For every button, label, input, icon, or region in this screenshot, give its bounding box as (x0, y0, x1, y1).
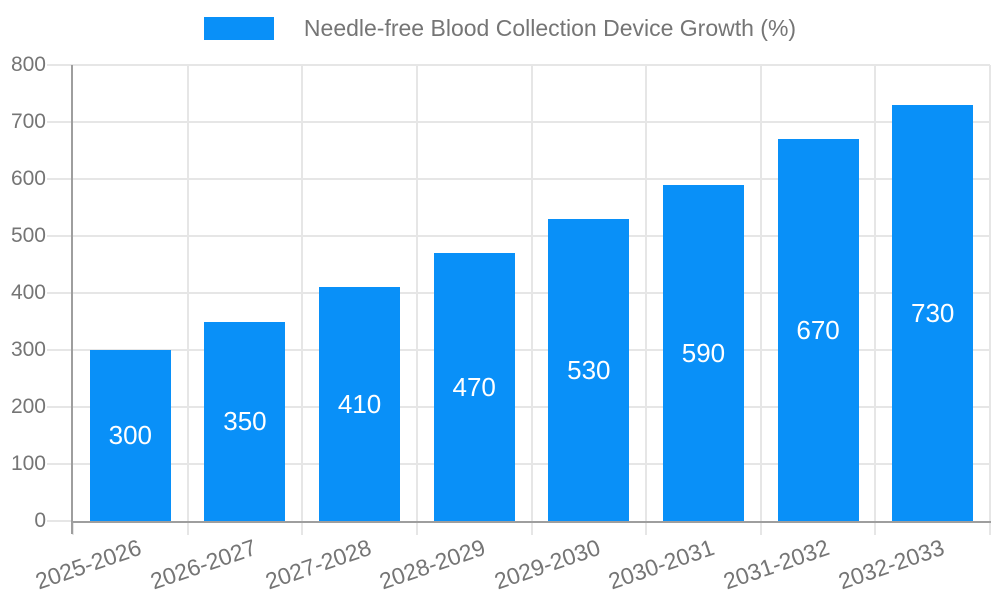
bar-value-label: 470 (452, 371, 496, 402)
x-axis-tick (72, 523, 74, 535)
gridline-vertical (989, 65, 991, 521)
x-axis-tick (989, 523, 991, 535)
bar-value-label: 730 (910, 297, 955, 328)
x-axis-tick (186, 523, 189, 535)
legend: Needle-free Blood Collection Device Grow… (0, 15, 1000, 42)
x-tick-label: 2028-2029 (376, 534, 489, 595)
y-axis-tick (47, 121, 73, 123)
bar[interactable]: 410 (319, 287, 401, 521)
y-tick-label: 0 (34, 509, 46, 532)
y-tick-label: 700 (10, 110, 46, 133)
bar-value-label: 300 (108, 420, 152, 451)
gridline-vertical (415, 65, 418, 521)
bar[interactable]: 300 (89, 350, 171, 521)
gridline-vertical (301, 65, 304, 521)
y-axis-tick (47, 406, 73, 408)
y-tick-label: 200 (10, 395, 46, 418)
x-axis-tick (415, 523, 418, 535)
gridline-vertical (759, 65, 762, 521)
legend-label: Needle-free Blood Collection Device Grow… (303, 15, 797, 41)
bar-value-label: 350 (223, 405, 267, 436)
gridline-vertical (186, 65, 189, 521)
y-tick-label: 400 (10, 281, 46, 304)
bar[interactable]: 670 (777, 139, 859, 521)
y-tick-label: 800 (10, 53, 46, 76)
y-tick-label: 500 (10, 224, 46, 247)
bar[interactable]: 590 (662, 184, 744, 521)
x-axis-line (71, 521, 991, 523)
gridline-vertical (645, 65, 648, 521)
x-axis-tick (301, 523, 304, 535)
gridline-vertical (530, 65, 533, 521)
y-axis-tick (47, 463, 73, 465)
y-axis-tick (47, 292, 73, 294)
y-axis-tick (47, 64, 73, 66)
x-axis-tick (874, 523, 877, 535)
y-axis-tick (47, 349, 73, 351)
bar[interactable]: 730 (892, 104, 974, 521)
bar[interactable]: 470 (433, 253, 515, 521)
x-axis-tick (759, 523, 762, 535)
x-axis-tick (530, 523, 533, 535)
bar-value-label: 410 (337, 388, 382, 419)
x-tick-label: 2029-2030 (490, 534, 604, 595)
x-tick-label: 2030-2031 (605, 534, 718, 595)
y-tick-label: 100 (10, 452, 46, 475)
y-axis-line (71, 65, 73, 534)
y-tick-label: 600 (10, 167, 46, 190)
y-tick-label: 300 (10, 338, 46, 361)
y-axis-tick (47, 520, 73, 522)
x-tick-label: 2031-2032 (720, 534, 833, 595)
x-axis-tick (645, 523, 648, 535)
y-axis-tick (47, 235, 73, 237)
x-tick-label: 2025-2026 (32, 534, 145, 595)
x-tick-label: 2032-2033 (834, 534, 948, 595)
bar[interactable]: 350 (204, 321, 286, 521)
y-axis-tick (47, 178, 73, 180)
bar-value-label: 590 (681, 337, 726, 368)
x-tick-label: 2026-2027 (146, 534, 260, 595)
gridline-vertical (874, 65, 877, 521)
bar[interactable]: 530 (548, 218, 630, 521)
bar-value-label: 530 (567, 354, 611, 385)
bar-value-label: 670 (796, 314, 840, 345)
legend-swatch (203, 17, 274, 40)
x-tick-label: 2027-2028 (261, 534, 375, 595)
